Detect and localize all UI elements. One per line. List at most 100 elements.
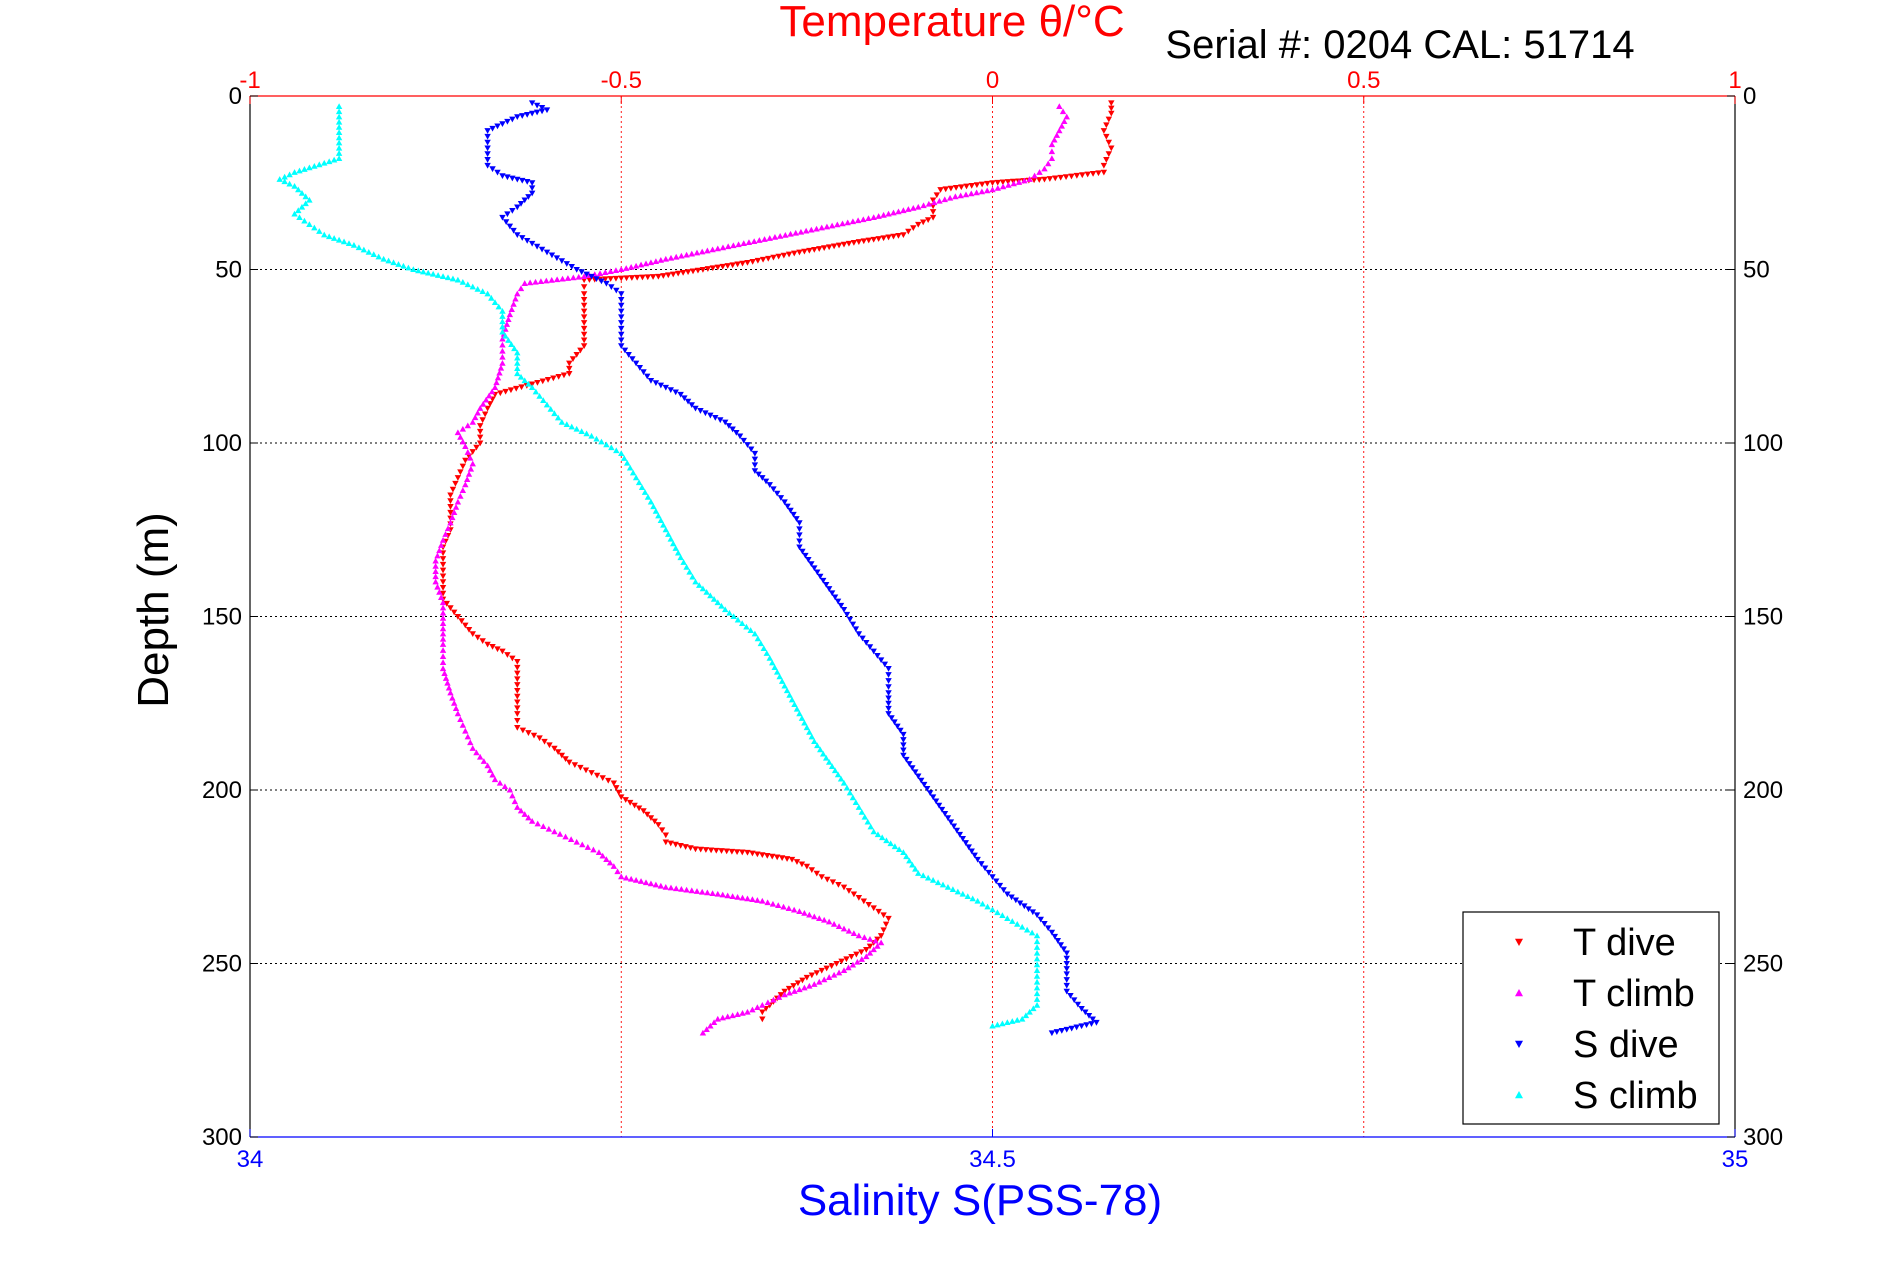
point-t-dive xyxy=(749,258,756,265)
point-t-dive xyxy=(870,905,877,912)
point-s-climb xyxy=(335,134,343,141)
point-t-dive xyxy=(1108,105,1115,112)
point-t-climb xyxy=(439,653,447,659)
point-s-climb xyxy=(689,573,696,580)
point-s-dive xyxy=(1063,950,1070,957)
point-s-climb xyxy=(514,349,521,356)
point-t-dive xyxy=(798,861,806,868)
point-t-dive xyxy=(514,670,521,677)
point-t-dive xyxy=(1068,173,1075,180)
point-t-dive xyxy=(692,846,699,853)
point-t-climb xyxy=(1048,148,1056,155)
point-t-climb xyxy=(632,262,640,269)
point-t-dive xyxy=(613,785,620,791)
point-t-dive xyxy=(929,197,937,204)
point-t-dive xyxy=(566,371,573,377)
point-t-climb xyxy=(1053,132,1061,138)
point-t-dive xyxy=(514,699,521,706)
point-s-dive xyxy=(885,678,892,684)
point-t-dive xyxy=(866,943,874,950)
point-s-dive xyxy=(953,827,961,834)
point-s-climb xyxy=(831,767,839,774)
point-t-dive xyxy=(541,738,548,745)
point-s-dive xyxy=(740,437,747,444)
point-s-climb xyxy=(944,883,952,890)
point-s-dive xyxy=(1053,1029,1061,1035)
point-t-climb xyxy=(1048,155,1056,162)
point-t-climb xyxy=(525,814,532,821)
point-t-climb xyxy=(850,930,858,936)
point-t-dive xyxy=(497,390,504,397)
point-t-climb xyxy=(551,828,558,835)
point-t-dive xyxy=(439,585,447,591)
point-t-climb xyxy=(861,934,868,941)
point-t-climb xyxy=(439,536,447,543)
point-t-dive xyxy=(551,745,558,752)
point-t-climb xyxy=(870,946,877,953)
point-t-climb xyxy=(790,906,798,913)
point-s-climb xyxy=(276,176,283,182)
legend-box xyxy=(1462,911,1720,1125)
point-t-dive xyxy=(845,240,853,247)
point-s-dive xyxy=(912,769,919,776)
point-s-dive xyxy=(652,380,660,387)
point-t-dive xyxy=(937,187,944,193)
point-s-dive xyxy=(618,314,625,321)
point-t-climb xyxy=(863,953,870,960)
point-s-dive xyxy=(900,747,907,754)
point-t-dive xyxy=(518,384,525,391)
point-t-climb xyxy=(499,353,506,360)
depth-tick-label-right: 0 xyxy=(1743,83,1756,110)
series-t-dive xyxy=(439,100,1115,1023)
point-s-dive xyxy=(747,446,755,453)
point-s-dive xyxy=(494,123,501,130)
point-s-climb xyxy=(1033,996,1041,1002)
point-s-climb xyxy=(837,775,845,782)
point-t-climb xyxy=(787,230,794,237)
point-s-dive xyxy=(543,249,551,256)
point-s-climb xyxy=(771,664,778,670)
point-t-dive xyxy=(644,274,651,281)
point-s-climb xyxy=(924,874,932,881)
point-t-climb xyxy=(744,1008,751,1015)
point-t-climb xyxy=(749,896,756,903)
point-t-climb xyxy=(457,493,464,499)
point-s-climb xyxy=(499,328,506,335)
point-t-dive xyxy=(754,851,761,858)
point-t-dive xyxy=(924,217,932,223)
point-s-dive xyxy=(938,806,946,813)
point-t-dive xyxy=(546,742,553,749)
point-s-dive xyxy=(657,382,665,389)
point-s-climb xyxy=(811,738,818,744)
point-s-dive xyxy=(840,607,848,613)
point-t-climb xyxy=(1031,172,1038,179)
point-t-dive xyxy=(718,848,725,854)
point-t-dive xyxy=(850,891,858,898)
point-s-dive xyxy=(1088,1021,1095,1027)
point-t-dive xyxy=(571,762,579,769)
point-t-dive xyxy=(1100,169,1108,176)
point-t-dive xyxy=(449,486,457,493)
point-t-climb xyxy=(484,762,491,769)
point-t-climb xyxy=(816,915,823,921)
point-t-dive xyxy=(558,752,566,759)
point-t-climb xyxy=(444,679,451,686)
point-s-dive xyxy=(484,151,491,158)
point-t-climb xyxy=(479,400,487,407)
chart-subtitle: Serial #: 0204 CAL: 51714 xyxy=(1165,23,1634,67)
point-s-climb xyxy=(783,687,791,694)
point-s-climb xyxy=(405,264,412,271)
point-s-climb xyxy=(1019,1015,1026,1022)
temperature-tick-label: 0 xyxy=(986,67,999,94)
point-t-climb xyxy=(537,278,545,285)
point-t-climb xyxy=(545,825,553,832)
point-s-climb xyxy=(660,521,667,528)
point-s-climb xyxy=(655,512,662,519)
point-s-dive xyxy=(825,586,833,592)
point-s-dive xyxy=(603,280,610,287)
point-s-climb xyxy=(626,464,634,471)
point-s-climb xyxy=(1022,1012,1030,1019)
point-s-dive xyxy=(1004,891,1011,898)
point-s-climb xyxy=(335,118,343,125)
point-s-climb xyxy=(400,262,407,269)
